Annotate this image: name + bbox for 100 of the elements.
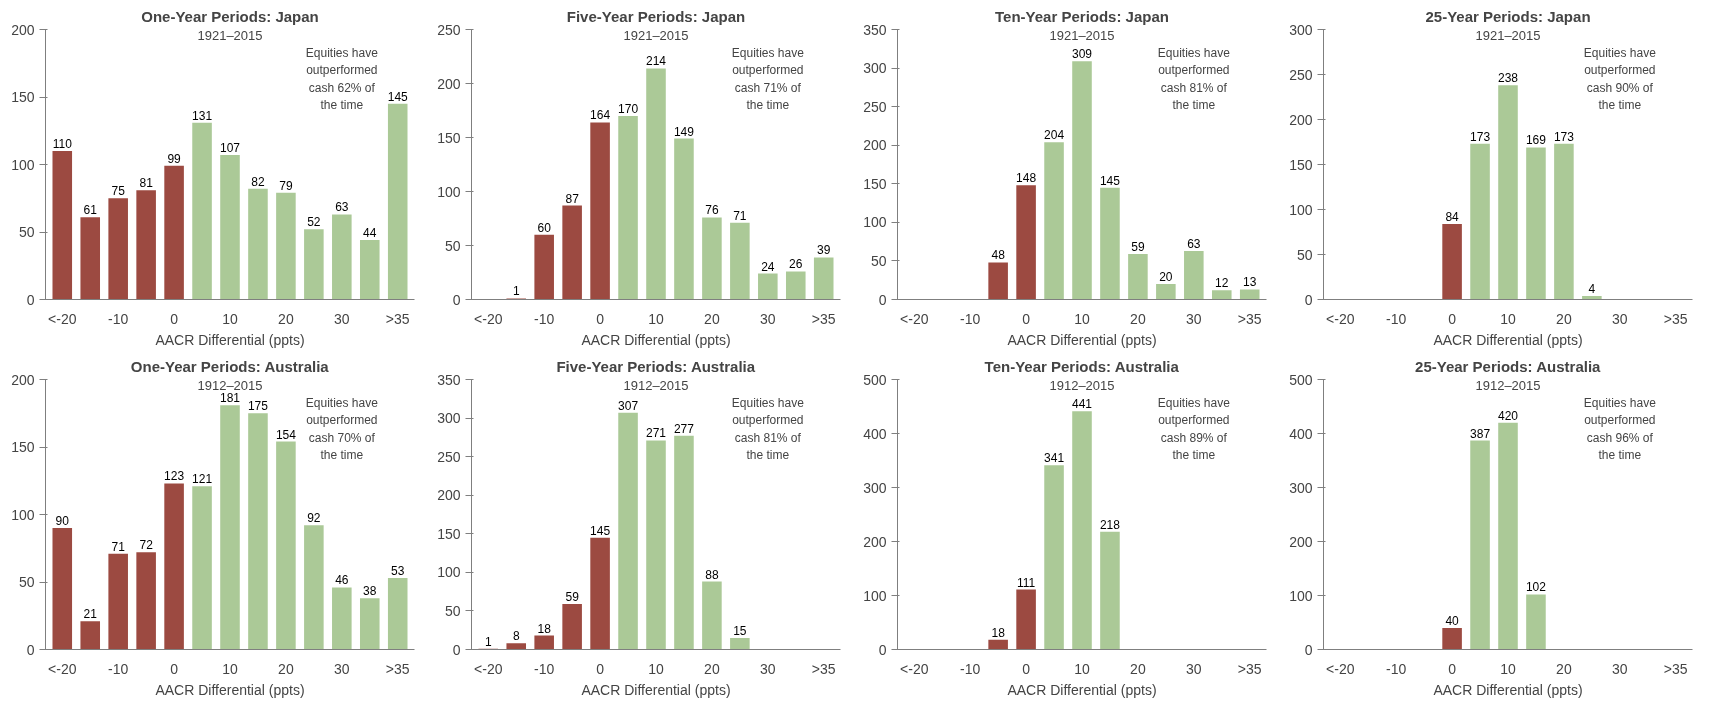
annotation: Equities have outperformed cash 81% of the time bbox=[1157, 45, 1231, 113]
x-tick-label: -10 bbox=[108, 310, 129, 327]
x-axis-title: AACR Differential (ppts) bbox=[581, 681, 731, 698]
x-tick-label: 0 bbox=[1448, 660, 1457, 677]
chart-title: Five-Year Periods: Japan bbox=[566, 7, 746, 25]
data-label: 81 bbox=[139, 176, 154, 191]
x-tick-label: 20 bbox=[704, 660, 720, 677]
data-label: 26 bbox=[789, 257, 803, 272]
x-tick-label: 30 bbox=[1612, 310, 1628, 327]
data-label: 60 bbox=[537, 220, 552, 235]
y-tick-label: 500 bbox=[1289, 371, 1313, 388]
x-tick-label: 20 bbox=[704, 310, 720, 327]
data-label: 92 bbox=[307, 511, 321, 526]
data-label: 8 bbox=[512, 629, 520, 644]
x-axis-title: AACR Differential (ppts) bbox=[155, 331, 305, 348]
chart-title: Ten-Year Periods: Japan bbox=[995, 7, 1169, 25]
x-tick-label: 0 bbox=[1022, 660, 1031, 677]
data-label: 121 bbox=[192, 472, 213, 487]
x-tick-label: <-20 bbox=[48, 660, 77, 677]
data-label: 218 bbox=[1099, 517, 1121, 532]
y-tick-label: 300 bbox=[863, 60, 887, 77]
data-label: 149 bbox=[673, 124, 695, 139]
x-tick-label: 10 bbox=[648, 660, 664, 677]
data-label: 145 bbox=[387, 89, 409, 104]
chart-title: One-Year Periods: Australia bbox=[130, 357, 330, 375]
data-label: 123 bbox=[164, 469, 185, 484]
x-tick-label: -10 bbox=[960, 310, 981, 327]
data-label: 175 bbox=[247, 399, 269, 414]
chart-title: One-Year Periods: Japan bbox=[141, 7, 319, 25]
annotation: Equities have outperformed cash 81% of the time bbox=[731, 395, 805, 463]
x-tick-label: -10 bbox=[534, 660, 555, 677]
x-axis-title: AACR Differential (ppts) bbox=[1433, 331, 1583, 348]
data-label: 79 bbox=[279, 178, 293, 193]
data-label: 145 bbox=[1099, 173, 1121, 188]
y-tick-label: 200 bbox=[1289, 533, 1313, 550]
data-label: 18 bbox=[537, 621, 552, 636]
x-axis-title: AACR Differential (ppts) bbox=[1007, 681, 1157, 698]
x-tick-label: 20 bbox=[1130, 660, 1146, 677]
x-tick-label: 20 bbox=[278, 660, 294, 677]
y-tick-label: 50 bbox=[444, 602, 461, 619]
y-tick-label: 0 bbox=[452, 641, 461, 658]
y-tick-label: 0 bbox=[1304, 641, 1313, 658]
data-label: 46 bbox=[335, 573, 349, 588]
x-tick-label: >35 bbox=[1663, 310, 1688, 327]
y-tick-label: 400 bbox=[863, 425, 887, 442]
y-tick-label: 300 bbox=[1289, 21, 1313, 38]
y-tick-label: 0 bbox=[1304, 291, 1313, 308]
x-tick-label: 10 bbox=[222, 660, 238, 677]
x-tick-label: 10 bbox=[222, 310, 238, 327]
y-tick-label: 100 bbox=[863, 214, 887, 231]
y-tick-label: 100 bbox=[437, 564, 461, 581]
x-tick-label: <-20 bbox=[474, 660, 503, 677]
data-label: 307 bbox=[618, 398, 639, 413]
data-label: 99 bbox=[167, 151, 182, 166]
y-tick-label: 400 bbox=[1289, 425, 1313, 442]
data-label: 88 bbox=[705, 567, 719, 582]
y-tick-label: 150 bbox=[1289, 156, 1313, 173]
y-tick-label: 50 bbox=[444, 237, 461, 254]
y-tick-label: 100 bbox=[11, 156, 35, 173]
y-tick-label: 200 bbox=[437, 75, 461, 92]
chart-subtitle: 1912–2015 bbox=[197, 377, 263, 393]
chart-subtitle: 1921–2015 bbox=[1049, 27, 1115, 43]
data-label: 75 bbox=[111, 184, 126, 199]
x-tick-label: 10 bbox=[1500, 310, 1516, 327]
data-label: 72 bbox=[139, 538, 154, 553]
data-label: 102 bbox=[1525, 580, 1547, 595]
data-label: 154 bbox=[275, 427, 297, 442]
data-label: 131 bbox=[192, 108, 213, 123]
data-label: 170 bbox=[618, 101, 639, 116]
y-tick-label: 100 bbox=[437, 183, 461, 200]
data-label: 204 bbox=[1044, 128, 1065, 143]
data-label: 39 bbox=[817, 243, 831, 258]
y-tick-label: 0 bbox=[878, 641, 887, 658]
data-label: 169 bbox=[1525, 133, 1547, 148]
data-label: 82 bbox=[251, 174, 265, 189]
y-tick-label: 250 bbox=[863, 98, 887, 115]
x-tick-label: >35 bbox=[1237, 660, 1262, 677]
y-tick-label: 250 bbox=[1289, 66, 1313, 83]
data-label: 1 bbox=[484, 634, 492, 649]
annotation: Equities have outperformed cash 90% of the time bbox=[1583, 45, 1657, 113]
chart-title: Ten-Year Periods: Australia bbox=[984, 357, 1180, 375]
data-label: 61 bbox=[83, 203, 98, 218]
chart-title: 25-Year Periods: Japan bbox=[1425, 7, 1591, 25]
x-axis-title: AACR Differential (ppts) bbox=[581, 331, 731, 348]
y-tick-label: 0 bbox=[878, 291, 887, 308]
x-tick-label: 30 bbox=[760, 310, 776, 327]
data-label: 271 bbox=[645, 426, 667, 441]
data-label: 40 bbox=[1445, 613, 1460, 628]
y-tick-label: 500 bbox=[863, 371, 887, 388]
chart-subtitle: 1921–2015 bbox=[1475, 27, 1541, 43]
data-label: 309 bbox=[1071, 47, 1093, 62]
x-tick-label: -10 bbox=[108, 660, 129, 677]
chart-title: Five-Year Periods: Australia bbox=[556, 357, 756, 375]
y-tick-label: 350 bbox=[437, 371, 461, 388]
x-axis-title: AACR Differential (ppts) bbox=[155, 681, 305, 698]
data-label: 15 bbox=[733, 623, 747, 638]
y-tick-label: 50 bbox=[1296, 246, 1313, 263]
x-tick-label: 30 bbox=[1186, 660, 1202, 677]
data-label: 181 bbox=[219, 391, 241, 406]
y-tick-label: 150 bbox=[437, 525, 461, 542]
